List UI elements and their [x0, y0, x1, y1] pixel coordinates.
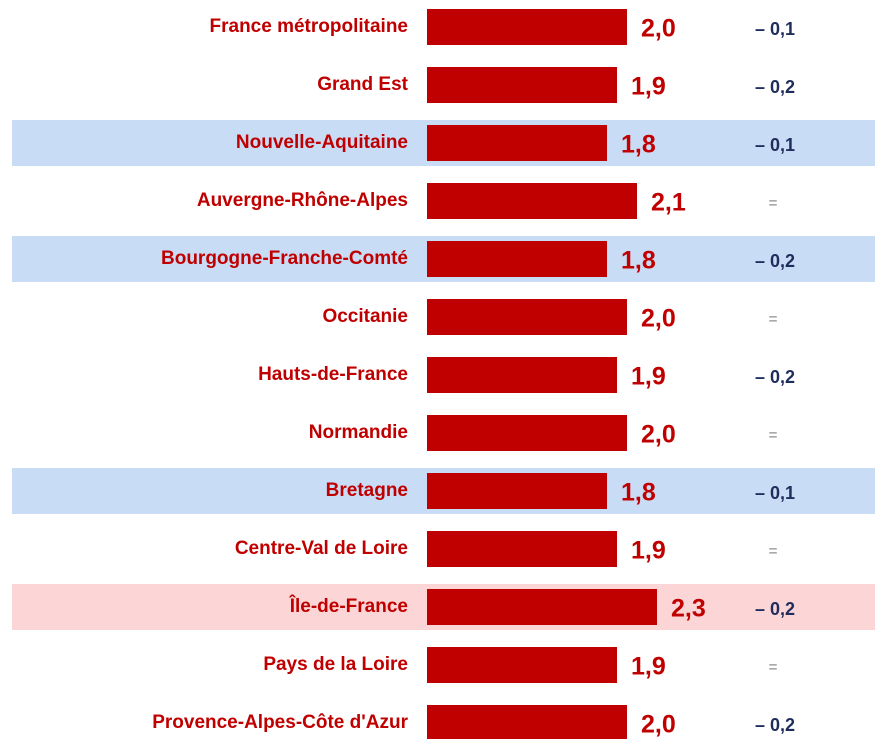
- bar: [427, 299, 627, 335]
- change-label: – 0,1: [755, 135, 795, 155]
- change-label: – 0,1: [755, 483, 795, 503]
- bar: [427, 647, 617, 683]
- change-label: – 0,1: [755, 19, 795, 39]
- bar: [427, 67, 617, 103]
- value-label: 2,0: [641, 15, 676, 43]
- region-label: Provence-Alpes-Côte d'Azur: [152, 712, 408, 733]
- bar: [427, 9, 627, 45]
- change-label: – 0,2: [755, 367, 795, 387]
- bar: [427, 589, 657, 625]
- change-label: – 0,2: [755, 599, 795, 619]
- value-label: 2,1: [651, 189, 686, 217]
- value-label: 1,9: [631, 363, 666, 391]
- change-label: =: [769, 543, 778, 560]
- region-label: Auvergne-Rhône-Alpes: [197, 190, 408, 211]
- region-label: Bourgogne-Franche-Comté: [161, 248, 408, 269]
- region-label: Centre-Val de Loire: [235, 538, 408, 559]
- value-label: 2,3: [671, 595, 706, 623]
- region-label: Pays de la Loire: [263, 654, 408, 675]
- change-label: – 0,2: [755, 251, 795, 271]
- bar: [427, 531, 617, 567]
- region-label: Hauts-de-France: [258, 364, 408, 385]
- region-label: Occitanie: [322, 306, 408, 327]
- value-label: 1,8: [621, 131, 656, 159]
- change-label: – 0,2: [755, 77, 795, 97]
- value-label: 2,0: [641, 421, 676, 449]
- value-label: 1,8: [621, 247, 656, 275]
- value-label: 1,9: [631, 653, 666, 681]
- value-label: 1,9: [631, 73, 666, 101]
- bar: [427, 357, 617, 393]
- region-label: Normandie: [309, 422, 408, 443]
- bar: [427, 473, 607, 509]
- change-label: =: [769, 659, 778, 676]
- change-label: =: [769, 195, 778, 212]
- change-label: =: [769, 311, 778, 328]
- region-label: Nouvelle-Aquitaine: [236, 132, 408, 153]
- bar: [427, 183, 637, 219]
- bar: [427, 705, 627, 739]
- region-label: Île-de-France: [289, 595, 408, 617]
- value-label: 1,9: [631, 537, 666, 565]
- change-label: =: [769, 427, 778, 444]
- value-label: 2,0: [641, 305, 676, 333]
- region-label: France métropolitaine: [210, 16, 409, 37]
- bar: [427, 415, 627, 451]
- bar: [427, 125, 607, 161]
- bar: [427, 241, 607, 277]
- value-label: 2,0: [641, 711, 676, 739]
- region-label: Grand Est: [317, 74, 408, 95]
- change-label: – 0,2: [755, 715, 795, 735]
- region-label: Bretagne: [326, 480, 408, 501]
- value-label: 1,8: [621, 479, 656, 507]
